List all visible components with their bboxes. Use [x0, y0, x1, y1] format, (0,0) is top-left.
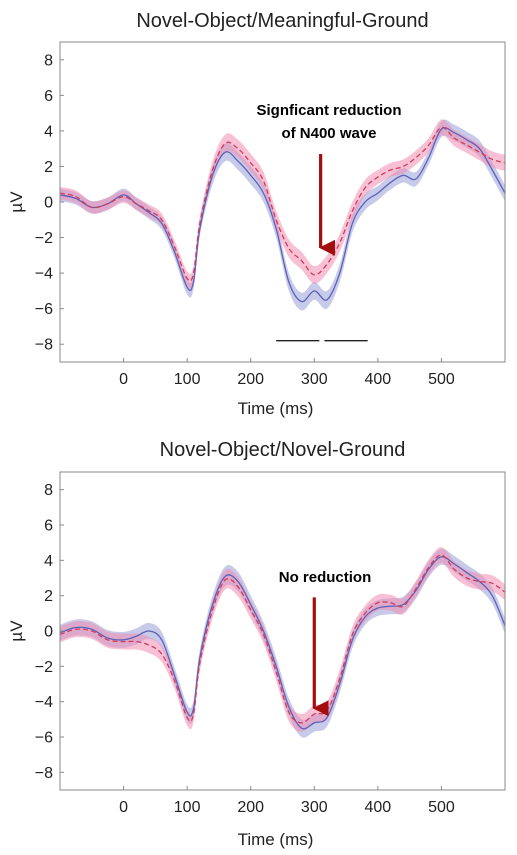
y-tick-label: 6	[44, 88, 53, 105]
x-tick-label: 300	[301, 799, 328, 816]
x-tick-label: 0	[119, 799, 128, 816]
series-0-line	[59, 556, 506, 730]
series-1-line	[59, 554, 506, 724]
y-tick-label: 6	[44, 518, 53, 535]
y-tick-label: −4	[35, 694, 53, 711]
y-tick-label: 4	[44, 123, 53, 140]
x-tick-label: 100	[174, 799, 201, 816]
panel-novel-ground: Novel-Object/Novel-Ground 8 6 4 2 0 −2 −4 −6 −8 0 1…	[7, 439, 506, 849]
annotation-text: Signficant reduction	[256, 102, 401, 119]
x-tick-label: 400	[365, 371, 392, 388]
chart-title: Novel-Object/Meaningful-Ground	[136, 10, 428, 32]
x-tick-label: 500	[428, 371, 455, 388]
x-tick-label: 300	[301, 371, 328, 388]
x-tick-label: 400	[365, 799, 392, 816]
y-axis-label: µV	[7, 620, 26, 642]
x-tick-label: 500	[428, 799, 455, 816]
x-tick-label: 200	[237, 799, 264, 816]
y-tick-label: 2	[44, 588, 53, 605]
chart-title: Novel-Object/Novel-Ground	[160, 439, 406, 461]
series-1-line	[59, 126, 506, 282]
y-tick-label: −8	[35, 765, 53, 782]
y-tick-label: 8	[44, 52, 53, 69]
panel-meaningful-ground: Novel-Object/Meaningful-Ground 8 6 4 2 0 −2 −4 −…	[7, 10, 506, 418]
x-axis-label: Time (ms)	[238, 830, 314, 849]
y-tick-label: −6	[35, 301, 53, 318]
y-tick-label: 4	[44, 553, 53, 570]
y-axis-label: µV	[7, 191, 26, 213]
series-0-line	[59, 127, 506, 303]
y-tick-label: −2	[35, 230, 53, 247]
annotation-text: of N400 wave	[281, 125, 376, 142]
x-axis-label: Time (ms)	[238, 399, 314, 418]
y-tick-label: −2	[35, 659, 53, 676]
x-tick-label: 100	[174, 371, 201, 388]
y-tick-label: 8	[44, 482, 53, 499]
y-tick-label: 0	[44, 195, 53, 212]
y-tick-label: 0	[44, 624, 53, 641]
y-tick-label: −4	[35, 266, 53, 283]
y-tick-label: −8	[35, 337, 53, 354]
annotation-text: No reduction	[279, 569, 372, 586]
x-tick-label: 200	[237, 371, 264, 388]
series-0-error-band	[60, 119, 505, 311]
x-tick-label: 0	[119, 371, 128, 388]
plot-frame	[59, 471, 506, 791]
series-1-error-band	[60, 547, 505, 732]
y-tick-label: 2	[44, 159, 53, 176]
y-tick-label: −6	[35, 730, 53, 747]
